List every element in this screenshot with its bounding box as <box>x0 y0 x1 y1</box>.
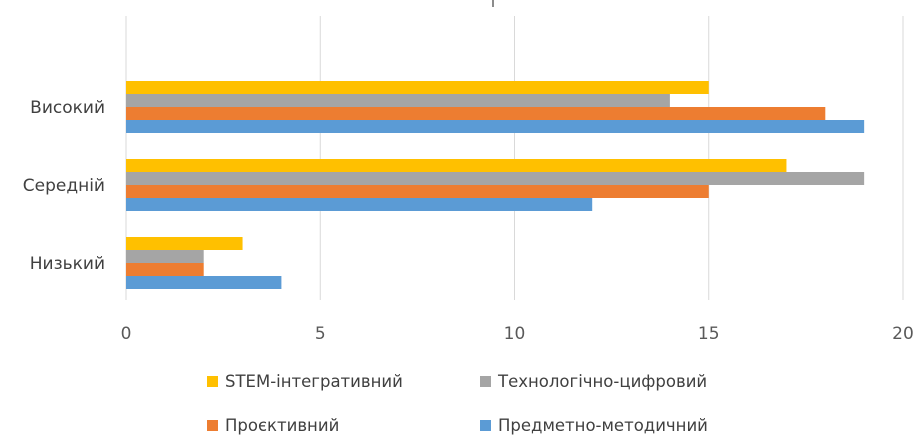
x-tick-label: 20 <box>892 324 914 344</box>
x-tick-label: 15 <box>698 324 720 344</box>
bar-1-2 <box>126 172 865 185</box>
bar-1-1 <box>126 185 709 198</box>
bar-2-0 <box>126 120 865 133</box>
bar-1-0 <box>126 198 593 211</box>
bar-0-3 <box>126 237 243 250</box>
category-labels: Низький Середній Високий <box>23 98 105 274</box>
bar-1-3 <box>126 159 787 172</box>
x-tick-label: 0 <box>121 324 132 344</box>
bar-2-1 <box>126 107 826 120</box>
x-tick-labels: 0 5 10 15 20 <box>121 324 914 344</box>
bar-2-2 <box>126 94 670 107</box>
bars <box>126 81 865 289</box>
category-label: Середній <box>23 176 105 196</box>
bar-0-0 <box>126 276 282 289</box>
x-tick-label: 10 <box>504 324 526 344</box>
category-label: Низький <box>30 254 105 274</box>
bar-0-2 <box>126 250 204 263</box>
category-label: Високий <box>30 98 105 118</box>
bar-0-1 <box>126 263 204 276</box>
grid-lines <box>125 0 904 300</box>
bar-2-3 <box>126 81 709 94</box>
x-tick-label: 5 <box>315 324 326 344</box>
